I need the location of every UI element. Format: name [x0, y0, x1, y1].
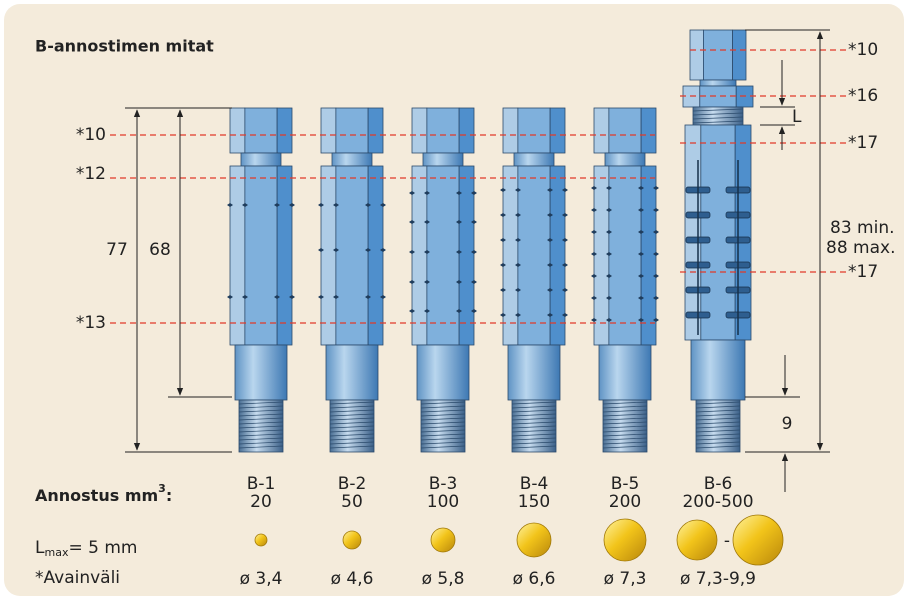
- hex-face: [368, 166, 383, 345]
- cylinder: [599, 345, 651, 400]
- hex-face: [321, 166, 336, 345]
- ball: [733, 515, 783, 565]
- hex-face: [690, 30, 703, 80]
- model-name: B-1: [247, 474, 276, 494]
- hex-face: [703, 30, 732, 80]
- ball: [343, 531, 361, 549]
- diagram: B-annostimen mitat *10 *12 *13 77 68 *10…: [0, 0, 908, 600]
- dosage-sup: 3: [158, 482, 166, 495]
- hex-face: [701, 125, 735, 340]
- hex-face: [609, 166, 641, 345]
- key-label: *10: [848, 40, 878, 60]
- lmax-sub: max: [44, 546, 68, 559]
- cylinder: [508, 345, 560, 400]
- key-label: *17: [848, 133, 878, 153]
- dosage-label: Annostus mm3:: [35, 482, 172, 505]
- dimension-label: 77: [106, 240, 128, 260]
- hex-face: [277, 108, 292, 153]
- ball: [677, 520, 717, 560]
- hex-face: [230, 166, 245, 345]
- hex-face: [336, 108, 368, 153]
- ball-diameter: ø 6,6: [513, 569, 556, 589]
- model-dose: 200-500: [682, 492, 753, 512]
- hex-face: [245, 166, 277, 345]
- model-name: B-6: [704, 474, 733, 494]
- hex-face: [277, 166, 292, 345]
- hex-face: [412, 108, 427, 153]
- ball-diameter: ø 5,8: [422, 569, 465, 589]
- cylinder: [235, 345, 287, 400]
- cylinder: [423, 153, 463, 166]
- key-label: *10: [76, 125, 106, 145]
- cylinder: [332, 153, 372, 166]
- hex-face: [550, 166, 565, 345]
- cylinder: [326, 345, 378, 400]
- model-dose: 200: [609, 492, 641, 512]
- model-name: B-3: [429, 474, 458, 494]
- key-label: *13: [76, 313, 106, 333]
- ball: [517, 523, 551, 557]
- hex-face: [427, 108, 459, 153]
- ball: [431, 528, 455, 552]
- hex-face: [594, 108, 609, 153]
- hex-face: [518, 166, 550, 345]
- range-separator: -: [724, 531, 730, 551]
- ball-diameter: ø 3,4: [240, 569, 283, 589]
- ball-diameter: ø 4,6: [331, 569, 374, 589]
- hex-face: [230, 108, 245, 153]
- title: B-annostimen mitat: [35, 37, 214, 56]
- dimension-label: 83 min.: [830, 218, 895, 238]
- cylinder: [241, 153, 281, 166]
- hex-face: [641, 166, 656, 345]
- hex-face: [336, 166, 368, 345]
- model-dose: 100: [427, 492, 459, 512]
- hex-face: [245, 108, 277, 153]
- ball-diameter: ø 7,3-9,9: [680, 569, 756, 589]
- cylinder: [514, 153, 554, 166]
- hex-face: [368, 108, 383, 153]
- hex-face: [427, 166, 459, 345]
- dosage-text: Annostus mm: [35, 486, 158, 505]
- hex-face: [641, 108, 656, 153]
- hex-face: [733, 30, 746, 80]
- model-name: B-5: [611, 474, 640, 494]
- cylinder: [691, 340, 745, 400]
- cylinder: [605, 153, 645, 166]
- dimension-label: 68: [149, 240, 171, 260]
- key-label: *17: [848, 262, 878, 282]
- cylinder: [700, 80, 736, 86]
- hex-face: [550, 108, 565, 153]
- hex-face: [609, 108, 641, 153]
- hex-face: [503, 166, 518, 345]
- ball-diameter: ø 7,3: [604, 569, 647, 589]
- ball: [604, 519, 646, 561]
- model-dose: 50: [341, 492, 363, 512]
- lmax-rest: = 5 mm: [68, 538, 137, 558]
- dosage-suffix: :: [166, 486, 172, 505]
- footnote: *Avainväli: [35, 568, 120, 588]
- model-dose: 20: [250, 492, 272, 512]
- hex-face: [594, 166, 609, 345]
- dimension-label: L: [792, 107, 802, 127]
- dimension-label: 9: [782, 414, 793, 434]
- cylinder: [417, 345, 469, 400]
- ball: [255, 534, 267, 546]
- model-name: B-4: [520, 474, 549, 494]
- hex-face: [503, 108, 518, 153]
- key-label: *16: [848, 86, 878, 106]
- model-dose: 150: [518, 492, 550, 512]
- hex-face: [321, 108, 336, 153]
- model-name: B-2: [338, 474, 367, 494]
- hex-face: [459, 108, 474, 153]
- hex-face: [518, 108, 550, 153]
- key-label: *12: [76, 164, 106, 184]
- dimension-label: 88 max.: [826, 238, 895, 258]
